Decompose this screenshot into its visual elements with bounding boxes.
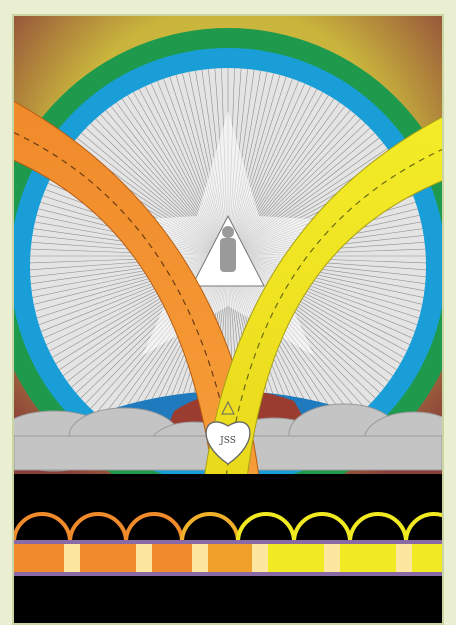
color-block <box>208 544 252 572</box>
color-block <box>80 544 136 572</box>
artwork-canvas: JSS <box>14 16 442 623</box>
color-block <box>324 544 340 572</box>
band-bottom-line <box>14 572 442 576</box>
color-block <box>252 544 268 572</box>
color-block <box>340 544 396 572</box>
color-block <box>412 544 442 572</box>
color-block <box>14 544 64 572</box>
color-blocks <box>14 544 442 572</box>
band-top-line <box>14 540 442 544</box>
color-block <box>192 544 208 572</box>
color-block <box>136 544 152 572</box>
small-triangle-icon <box>221 400 235 415</box>
artwork: JSS <box>12 14 444 625</box>
heart-monogram: JSS <box>219 436 236 446</box>
color-block <box>396 544 412 572</box>
color-block <box>152 544 192 572</box>
color-block <box>268 544 324 572</box>
heart-icon <box>205 421 251 465</box>
arches-row <box>14 512 442 543</box>
color-block <box>64 544 80 572</box>
figure-icon <box>220 238 236 272</box>
figure-head-icon <box>222 226 234 238</box>
